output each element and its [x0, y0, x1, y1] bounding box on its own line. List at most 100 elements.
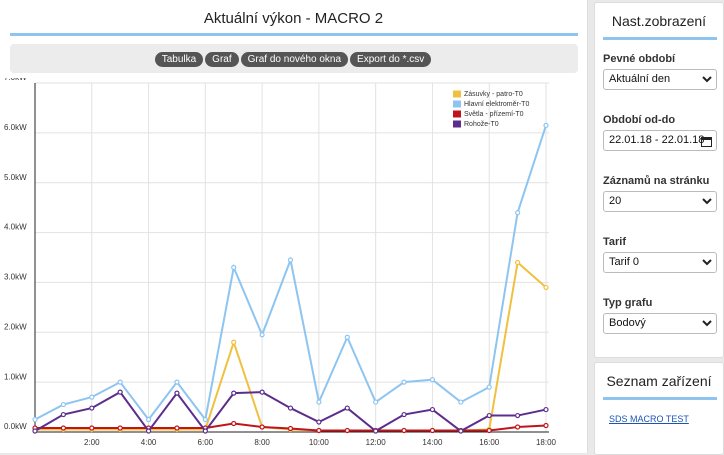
point [429, 377, 436, 383]
point [287, 425, 294, 432]
point [344, 427, 350, 434]
legend-label: Hlavní elektroměr-T0 [464, 101, 529, 108]
point [287, 405, 294, 411]
chevron [702, 259, 712, 266]
point [515, 259, 521, 266]
point [145, 416, 152, 423]
point [60, 425, 66, 431]
select[interactable]: Tarif 0 [603, 252, 717, 273]
title-underline [603, 37, 717, 40]
calendar-icon [701, 137, 712, 147]
y-tick-label: 0.0kW [4, 422, 27, 431]
title-underline [10, 33, 578, 36]
devices-panel: Seznam zařízení SDS MACRO TEST [594, 362, 724, 455]
point [202, 416, 208, 423]
x-tick-label: 6:00 [198, 438, 214, 447]
select[interactable]: Aktuální den [603, 69, 717, 90]
legend-swatch [453, 90, 461, 98]
point [515, 424, 521, 430]
button[interactable]: Export do *.csv [350, 52, 432, 67]
point [117, 425, 123, 431]
series-line [34, 125, 547, 422]
y-tick-label: 4.0kW [4, 223, 27, 232]
point [486, 427, 492, 434]
chart: 0.0kW 1.0kW 2.0kW 3.0kW 4.0kW 5.0kW 6.0kW 7.0kW… [4, 78, 557, 447]
button[interactable]: Graf [205, 52, 239, 67]
x-tick-label: 8:00 [254, 438, 270, 447]
x-tick-label: 18:00 [536, 438, 557, 447]
select[interactable]: Bodový [603, 313, 717, 334]
x-tick-label: 12:00 [366, 438, 387, 447]
point [117, 389, 123, 395]
chevron [702, 198, 712, 205]
button[interactable]: Tabulka [154, 52, 204, 67]
settings-panel: Nast.zobrazení Pevné období Aktuální den O… [594, 2, 724, 358]
field-value: 20 [609, 195, 622, 207]
point [401, 427, 407, 434]
point [543, 284, 549, 291]
point [174, 390, 180, 396]
point [174, 379, 180, 385]
point [32, 428, 38, 434]
point [373, 399, 379, 405]
field-value: Tarif 0 [609, 256, 639, 268]
point [60, 411, 66, 418]
point [344, 334, 350, 340]
point [429, 427, 436, 434]
field-value: Bodový [609, 317, 646, 329]
point [231, 339, 237, 345]
date-input[interactable]: 22.01.18 - 22.01.18 [603, 130, 717, 151]
point [60, 401, 66, 408]
toolbar: Tabulka Graf Graf do nového okna Export do … [10, 44, 578, 73]
legend-swatch [453, 110, 461, 118]
fields: Pevné období Aktuální den Období od-do 22.0… [595, 53, 723, 334]
point [543, 122, 549, 128]
point [543, 422, 549, 429]
point [458, 399, 464, 405]
legend-swatch [453, 120, 461, 128]
x-tick-label: 14:00 [422, 438, 443, 447]
point [259, 389, 265, 395]
point [486, 412, 492, 419]
field-value: 22.01.18 - 22.01.18 [609, 134, 705, 146]
point [287, 257, 294, 263]
panel-title: Nast.zobrazení [611, 13, 707, 29]
field-value: Aktuální den [609, 73, 671, 85]
legend-label: Zásuvky - patro-T0 [464, 91, 523, 98]
point [316, 419, 322, 425]
button[interactable]: Graf do nového okna [240, 52, 349, 67]
point [373, 428, 379, 434]
point [515, 412, 521, 419]
x-tick-label: 2:00 [84, 438, 100, 447]
point [401, 411, 407, 418]
point [344, 405, 350, 411]
x-tick-label: 10:00 [309, 438, 330, 447]
chevron [702, 76, 712, 83]
point [543, 406, 549, 413]
field-label: Období od-do [603, 114, 676, 126]
y-tick-label: 3.0kW [4, 273, 27, 282]
y-tick-label: 5.0kW [4, 173, 27, 182]
point [401, 379, 407, 385]
field-label: Tarif [603, 236, 627, 248]
main-panel: Aktuální výkon - MACRO 2 Tabulka Graf Graf… [0, 0, 588, 453]
field-label: Typ grafu [603, 297, 653, 309]
point [145, 428, 152, 434]
point [89, 394, 95, 400]
series-line [35, 260, 547, 432]
field-label: Pevné období [603, 53, 676, 65]
point [231, 420, 237, 427]
y-tick-label: 2.0kW [4, 322, 27, 331]
point [486, 384, 492, 390]
legend-label: Rohože-T0 [464, 121, 499, 128]
legend-label: Světla - přízemí-T0 [464, 111, 524, 118]
device-link[interactable]: SDS MACRO TEST [609, 414, 689, 424]
x-tick-label: 16:00 [479, 438, 500, 447]
point [231, 264, 237, 271]
y-tick-label: 7.0kW [4, 78, 27, 82]
point [316, 427, 322, 434]
point [515, 210, 521, 216]
point [89, 405, 95, 411]
select[interactable]: 20 [603, 191, 717, 212]
